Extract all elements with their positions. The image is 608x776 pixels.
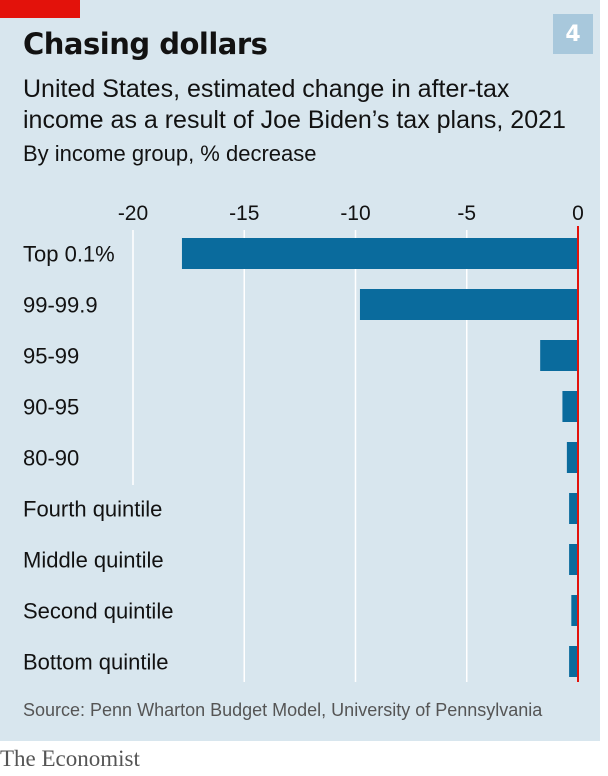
bar [562,391,578,422]
x-tick-label: -5 [457,202,476,225]
bar [571,595,578,626]
bar [359,289,578,320]
bar [566,442,578,473]
bar [569,544,578,575]
category-label: 95-99 [23,344,79,369]
bar [569,493,578,524]
chart-number-badge: 4 [553,14,593,54]
category-label: 90-95 [23,395,79,420]
category-label: Middle quintile [23,548,164,573]
bar-chart: -20 -15 -10 -5 0 Top 0.1% 99-99.9 95-99 90-95 80-… [23,202,584,682]
category-label: 80-90 [23,446,79,471]
x-tick-label: -15 [229,202,259,225]
x-tick-label: -20 [118,202,148,225]
brand-red-tag [0,0,80,18]
chart-title: Chasing dollars [23,27,268,61]
category-label: 99-99.9 [23,293,98,318]
category-label: Bottom quintile [23,650,169,675]
category-label: Fourth quintile [23,497,162,522]
x-tick-label: 0 [572,202,584,225]
chart-panel: 4 Chasing dollars United States, estimat… [0,0,600,741]
category-label: Top 0.1% [23,242,115,267]
economist-logo: The Economist [0,746,140,771]
bar [569,646,578,677]
source-note: Source: Penn Wharton Budget Model, Unive… [23,700,543,720]
chart-subtitle: United States, estimated change in after… [23,75,566,134]
category-label: Second quintile [23,599,173,624]
x-tick-label: -10 [340,202,370,225]
bar [540,340,578,371]
chart-unit-label: By income group, % decrease [23,141,317,166]
bar [181,238,578,269]
